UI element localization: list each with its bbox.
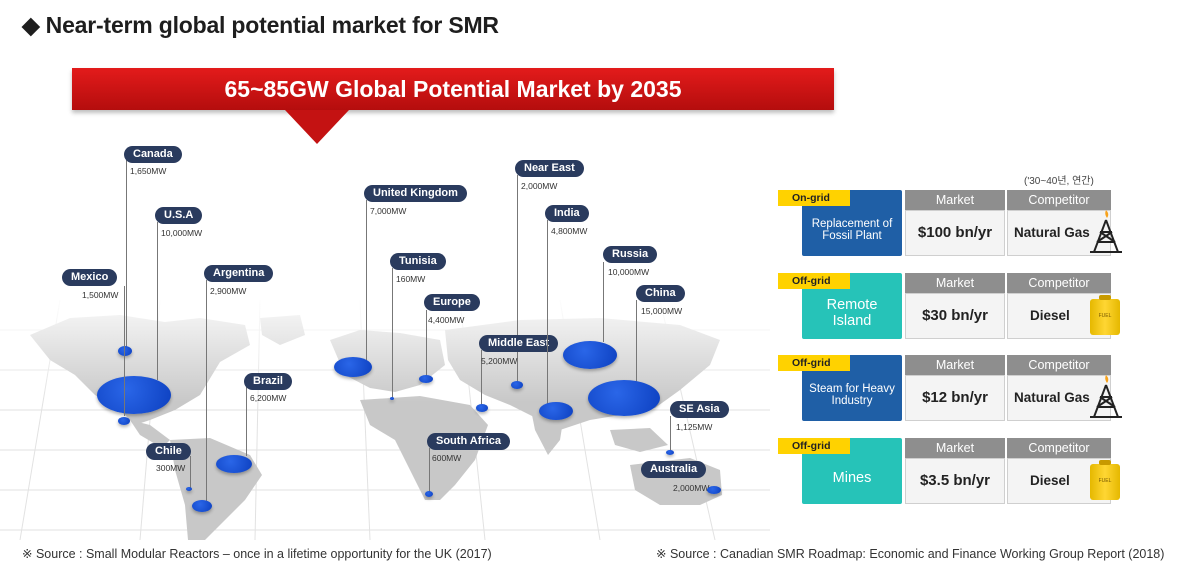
pin-label-argentina: Argentina bbox=[204, 265, 274, 282]
competitor-header: Competitor bbox=[1007, 273, 1111, 293]
bubble-russia bbox=[563, 341, 617, 369]
pin-value-se-asia: 1,125MW bbox=[676, 422, 713, 432]
pin-label-canada: Canada bbox=[124, 146, 182, 163]
grid-badge: Off-grid bbox=[778, 273, 850, 289]
bubble-tunisia bbox=[390, 397, 394, 400]
bubble-uk bbox=[334, 357, 372, 377]
segment-panel: Replacement of Fossil Plant On-grid Market… bbox=[778, 190, 1122, 256]
segment-label: Steam for Heavy Industry bbox=[802, 355, 902, 421]
pin-label-south-africa: South Africa bbox=[427, 433, 510, 450]
pin-label-russia: Russia bbox=[603, 246, 658, 263]
pin-value-near-east: 2,000MW bbox=[521, 181, 558, 191]
bubble-south-africa bbox=[425, 491, 433, 497]
market-value: $30 bn/yr bbox=[905, 293, 1005, 339]
segment-panel: Mines Off-grid Market Competitor $3.5 bn/yr D… bbox=[778, 438, 1120, 504]
pin-value-canada: 1,650MW bbox=[130, 166, 167, 176]
pin-label-brazil: Brazil bbox=[244, 373, 292, 390]
pin-value-australia: 2,000MW bbox=[673, 483, 710, 493]
bubble-chile bbox=[186, 487, 192, 491]
competitor-header: Competitor bbox=[1007, 355, 1111, 375]
grid-badge: Off-grid bbox=[778, 355, 850, 371]
pin-value-brazil: 6,200MW bbox=[250, 393, 287, 403]
competitor-header: Competitor bbox=[1007, 190, 1111, 210]
bubble-china bbox=[588, 380, 660, 416]
pin-value-tunisia: 160MW bbox=[396, 274, 426, 284]
pin-label-mexico: Mexico bbox=[62, 269, 118, 286]
grid-badge: Off-grid bbox=[778, 438, 850, 454]
bubble-near-east bbox=[511, 381, 523, 389]
competitor-header: Competitor bbox=[1007, 438, 1111, 458]
pin-label-se-asia: SE Asia bbox=[670, 401, 729, 418]
competitor-value: Natural Gas bbox=[1007, 210, 1111, 256]
competitor-value: Natural Gas bbox=[1007, 375, 1111, 421]
bubble-india bbox=[539, 402, 573, 420]
market-value: $100 bn/yr bbox=[905, 210, 1005, 256]
pin-label-europe: Europe bbox=[424, 294, 480, 311]
pin-label-uk: United Kingdom bbox=[364, 185, 467, 202]
headline-banner: 65~85GW Global Potential Market by 2035 bbox=[72, 68, 834, 110]
pin-value-europe: 4,400MW bbox=[428, 315, 465, 325]
gas-rig-icon bbox=[1088, 373, 1124, 424]
pin-value-china: 15,000MW bbox=[641, 306, 683, 316]
segment-panel: Remote Island Off-grid Market Competitor $30… bbox=[778, 273, 1120, 339]
market-header: Market bbox=[905, 355, 1005, 375]
bubble-middle-east bbox=[476, 404, 488, 412]
bubble-argentina bbox=[192, 500, 212, 512]
pin-value-chile: 300MW bbox=[156, 463, 186, 473]
pin-value-mexico: 1,500MW bbox=[82, 290, 119, 300]
pin-label-middle-east: Middle East bbox=[479, 335, 559, 352]
bubble-europe bbox=[419, 375, 433, 383]
fuel-can-icon: FUEL bbox=[1090, 460, 1120, 500]
grid-badge: On-grid bbox=[778, 190, 850, 206]
pin-label-india: India bbox=[545, 205, 589, 222]
source-left: ※ Source : Small Modular Reactors – once… bbox=[22, 547, 492, 561]
bubble-mexico bbox=[118, 417, 130, 425]
segment-panel: Steam for Heavy Industry Off-grid Market Co… bbox=[778, 355, 1122, 421]
pin-label-china: China bbox=[636, 285, 685, 302]
fuel-can-label: FUEL bbox=[1098, 478, 1112, 484]
fuel-can-label: FUEL bbox=[1098, 313, 1112, 319]
pin-value-russia: 10,000MW bbox=[608, 267, 650, 277]
page-title: ◆ Near-term global potential market for … bbox=[22, 12, 499, 38]
pin-label-near-east: Near East bbox=[515, 160, 584, 177]
pin-label-tunisia: Tunisia bbox=[390, 253, 446, 270]
pin-value-usa: 10,000MW bbox=[161, 228, 203, 238]
bubble-brazil bbox=[216, 455, 252, 473]
bubble-canada bbox=[118, 346, 132, 356]
market-header: Market bbox=[905, 273, 1005, 293]
source-right: ※ Source : Canadian SMR Roadmap: Economi… bbox=[656, 547, 1165, 561]
pin-value-middle-east: 5,200MW bbox=[481, 356, 518, 366]
market-header: Market bbox=[905, 438, 1005, 458]
banner-pointer bbox=[285, 110, 349, 144]
pin-label-australia: Australia bbox=[641, 461, 707, 478]
pin-label-chile: Chile bbox=[146, 443, 191, 460]
bubble-australia bbox=[707, 486, 721, 494]
market-value: $3.5 bn/yr bbox=[905, 458, 1005, 504]
pin-value-south-africa: 600MW bbox=[432, 453, 462, 463]
world-map bbox=[0, 290, 780, 540]
bubble-se-asia bbox=[666, 450, 674, 455]
market-header: Market bbox=[905, 190, 1005, 210]
market-value: $12 bn/yr bbox=[905, 375, 1005, 421]
pin-value-uk: 7,000MW bbox=[370, 206, 407, 216]
pin-value-india: 4,800MW bbox=[551, 226, 588, 236]
fuel-can-icon: FUEL bbox=[1090, 295, 1120, 335]
table-note: ('30~40년, 연간) bbox=[1024, 176, 1094, 187]
bubble-usa bbox=[97, 376, 171, 414]
pin-label-usa: U.S.A bbox=[155, 207, 203, 224]
pin-value-argentina: 2,900MW bbox=[210, 286, 247, 296]
gas-rig-icon bbox=[1088, 208, 1124, 259]
